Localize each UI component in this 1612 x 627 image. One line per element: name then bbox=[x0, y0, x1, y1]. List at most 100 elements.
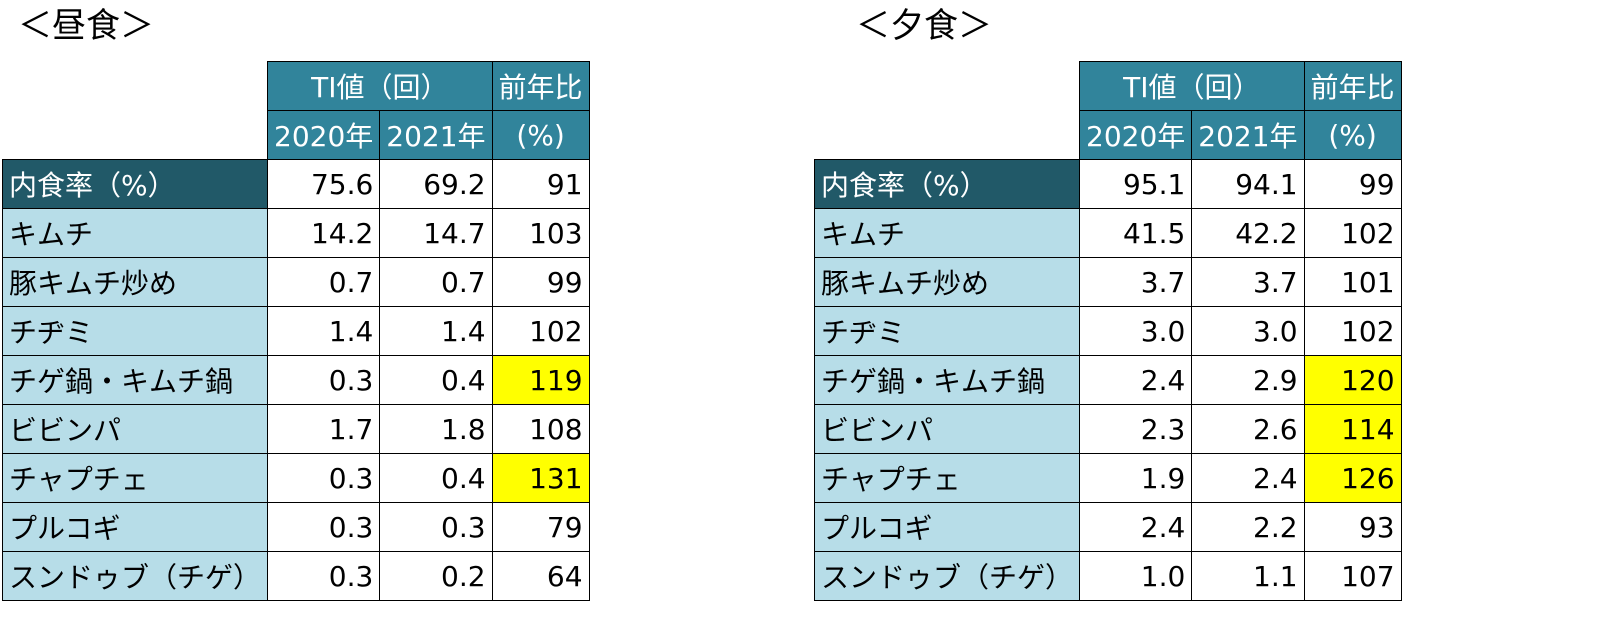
row-label: キムチ bbox=[813, 208, 1081, 258]
value-2020: 3.0 bbox=[1079, 306, 1193, 356]
value-2021: 3.0 bbox=[1191, 306, 1305, 356]
value-2020: 1.4 bbox=[267, 306, 381, 356]
header-row-2: 2020年 2021年 (%) bbox=[2, 110, 590, 160]
row-label: チャプチェ bbox=[813, 453, 1081, 503]
row-label: スンドゥブ（チゲ） bbox=[813, 551, 1081, 601]
yoy-ratio: 108 bbox=[491, 404, 590, 454]
value-2020: 0.3 bbox=[267, 453, 381, 503]
table-row: プルコギ 2.4 2.2 93 bbox=[813, 502, 1402, 552]
value-2020: 41.5 bbox=[1079, 208, 1193, 258]
lunch-title: ＜昼食＞ bbox=[18, 6, 154, 46]
yoy-ratio: 101 bbox=[1303, 257, 1402, 307]
table-row: チャプチェ 1.9 2.4 126 bbox=[813, 453, 1402, 503]
table-row: ビビンパ 1.7 1.8 108 bbox=[1, 404, 590, 454]
yoy-ratio: 114 bbox=[1303, 404, 1402, 454]
value-2020: 1.7 bbox=[267, 404, 381, 454]
row-label: 豚キムチ炒め bbox=[813, 257, 1081, 307]
value-2021: 42.2 bbox=[1191, 208, 1305, 258]
year-2020-header: 2020年 bbox=[267, 110, 381, 160]
header-blank bbox=[2, 110, 268, 160]
yoy-ratio: 126 bbox=[1303, 453, 1402, 503]
yoy-ratio: 64 bbox=[491, 551, 590, 601]
row-label: キムチ bbox=[1, 208, 269, 258]
row-label: 内食率（%） bbox=[1, 159, 269, 209]
row-label: チヂミ bbox=[1, 306, 269, 356]
value-2021: 0.3 bbox=[379, 502, 493, 552]
value-2021: 0.2 bbox=[379, 551, 493, 601]
value-2021: 3.7 bbox=[1191, 257, 1305, 307]
table-row: チヂミ 1.4 1.4 102 bbox=[1, 306, 590, 356]
yoy-ratio: 102 bbox=[491, 306, 590, 356]
ratio-header: 前年比 bbox=[491, 61, 590, 111]
year-2021-header: 2021年 bbox=[379, 110, 493, 160]
value-2021: 94.1 bbox=[1191, 159, 1305, 209]
year-2020-header: 2020年 bbox=[1079, 110, 1193, 160]
row-label: チヂミ bbox=[813, 306, 1081, 356]
row-label: チゲ鍋・キムチ鍋 bbox=[813, 355, 1081, 405]
header-blank bbox=[814, 61, 1080, 111]
value-2020: 2.4 bbox=[1079, 355, 1193, 405]
yoy-ratio: 102 bbox=[1303, 306, 1402, 356]
value-2020: 95.1 bbox=[1079, 159, 1193, 209]
row-label: チゲ鍋・キムチ鍋 bbox=[1, 355, 269, 405]
value-2021: 0.7 bbox=[379, 257, 493, 307]
value-2020: 0.3 bbox=[267, 502, 381, 552]
table-row: 豚キムチ炒め 0.7 0.7 99 bbox=[1, 257, 590, 307]
value-2021: 1.1 bbox=[1191, 551, 1305, 601]
yoy-ratio: 131 bbox=[491, 453, 590, 503]
ti-header: TI値（回） bbox=[267, 61, 493, 111]
header-blank bbox=[2, 61, 268, 111]
ratio-unit-header: (%) bbox=[491, 110, 590, 160]
row-label: 内食率（%） bbox=[813, 159, 1081, 209]
value-2020: 14.2 bbox=[267, 208, 381, 258]
table-row: 内食率（%） 75.6 69.2 91 bbox=[1, 159, 590, 209]
ratio-header: 前年比 bbox=[1303, 61, 1402, 111]
lunch-table: TI値（回） 前年比 2020年 2021年 (%) 内食率（%） 75.6 69.… bbox=[1, 61, 590, 601]
table-row: プルコギ 0.3 0.3 79 bbox=[1, 502, 590, 552]
header-row-1: TI値（回） 前年比 bbox=[2, 61, 590, 111]
yoy-ratio: 102 bbox=[1303, 208, 1402, 258]
ti-header: TI値（回） bbox=[1079, 61, 1305, 111]
table-row: チャプチェ 0.3 0.4 131 bbox=[1, 453, 590, 503]
table-row: 内食率（%） 95.1 94.1 99 bbox=[813, 159, 1402, 209]
value-2020: 1.9 bbox=[1079, 453, 1193, 503]
value-2021: 2.9 bbox=[1191, 355, 1305, 405]
dinner-table-body: TI値（回） 前年比 2020年 2021年 (%) 内食率（%） 95.1 94.… bbox=[813, 61, 1402, 601]
yoy-ratio: 93 bbox=[1303, 502, 1402, 552]
value-2020: 0.3 bbox=[267, 551, 381, 601]
table-row: スンドゥブ（チゲ） 0.3 0.2 64 bbox=[1, 551, 590, 601]
value-2020: 0.3 bbox=[267, 355, 381, 405]
value-2020: 0.7 bbox=[267, 257, 381, 307]
value-2021: 1.8 bbox=[379, 404, 493, 454]
value-2021: 0.4 bbox=[379, 453, 493, 503]
row-label: 豚キムチ炒め bbox=[1, 257, 269, 307]
yoy-ratio: 99 bbox=[1303, 159, 1402, 209]
value-2020: 2.3 bbox=[1079, 404, 1193, 454]
yoy-ratio: 103 bbox=[491, 208, 590, 258]
table-row: スンドゥブ（チゲ） 1.0 1.1 107 bbox=[813, 551, 1402, 601]
yoy-ratio: 119 bbox=[491, 355, 590, 405]
header-row-2: 2020年 2021年 (%) bbox=[814, 110, 1402, 160]
yoy-ratio: 107 bbox=[1303, 551, 1402, 601]
dinner-title: ＜夕食＞ bbox=[856, 6, 992, 46]
row-label: チャプチェ bbox=[1, 453, 269, 503]
value-2020: 2.4 bbox=[1079, 502, 1193, 552]
value-2021: 1.4 bbox=[379, 306, 493, 356]
table-row: チゲ鍋・キムチ鍋 2.4 2.9 120 bbox=[813, 355, 1402, 405]
header-row-1: TI値（回） 前年比 bbox=[814, 61, 1402, 111]
value-2021: 2.2 bbox=[1191, 502, 1305, 552]
row-label: スンドゥブ（チゲ） bbox=[1, 551, 269, 601]
table-row: チゲ鍋・キムチ鍋 0.3 0.4 119 bbox=[1, 355, 590, 405]
value-2021: 0.4 bbox=[379, 355, 493, 405]
table-row: 豚キムチ炒め 3.7 3.7 101 bbox=[813, 257, 1402, 307]
ratio-unit-header: (%) bbox=[1303, 110, 1402, 160]
value-2021: 14.7 bbox=[379, 208, 493, 258]
row-label: プルコギ bbox=[813, 502, 1081, 552]
yoy-ratio: 91 bbox=[491, 159, 590, 209]
row-label: プルコギ bbox=[1, 502, 269, 552]
table-row: ビビンパ 2.3 2.6 114 bbox=[813, 404, 1402, 454]
header-blank bbox=[814, 110, 1080, 160]
table-row: チヂミ 3.0 3.0 102 bbox=[813, 306, 1402, 356]
yoy-ratio: 120 bbox=[1303, 355, 1402, 405]
row-label: ビビンパ bbox=[813, 404, 1081, 454]
